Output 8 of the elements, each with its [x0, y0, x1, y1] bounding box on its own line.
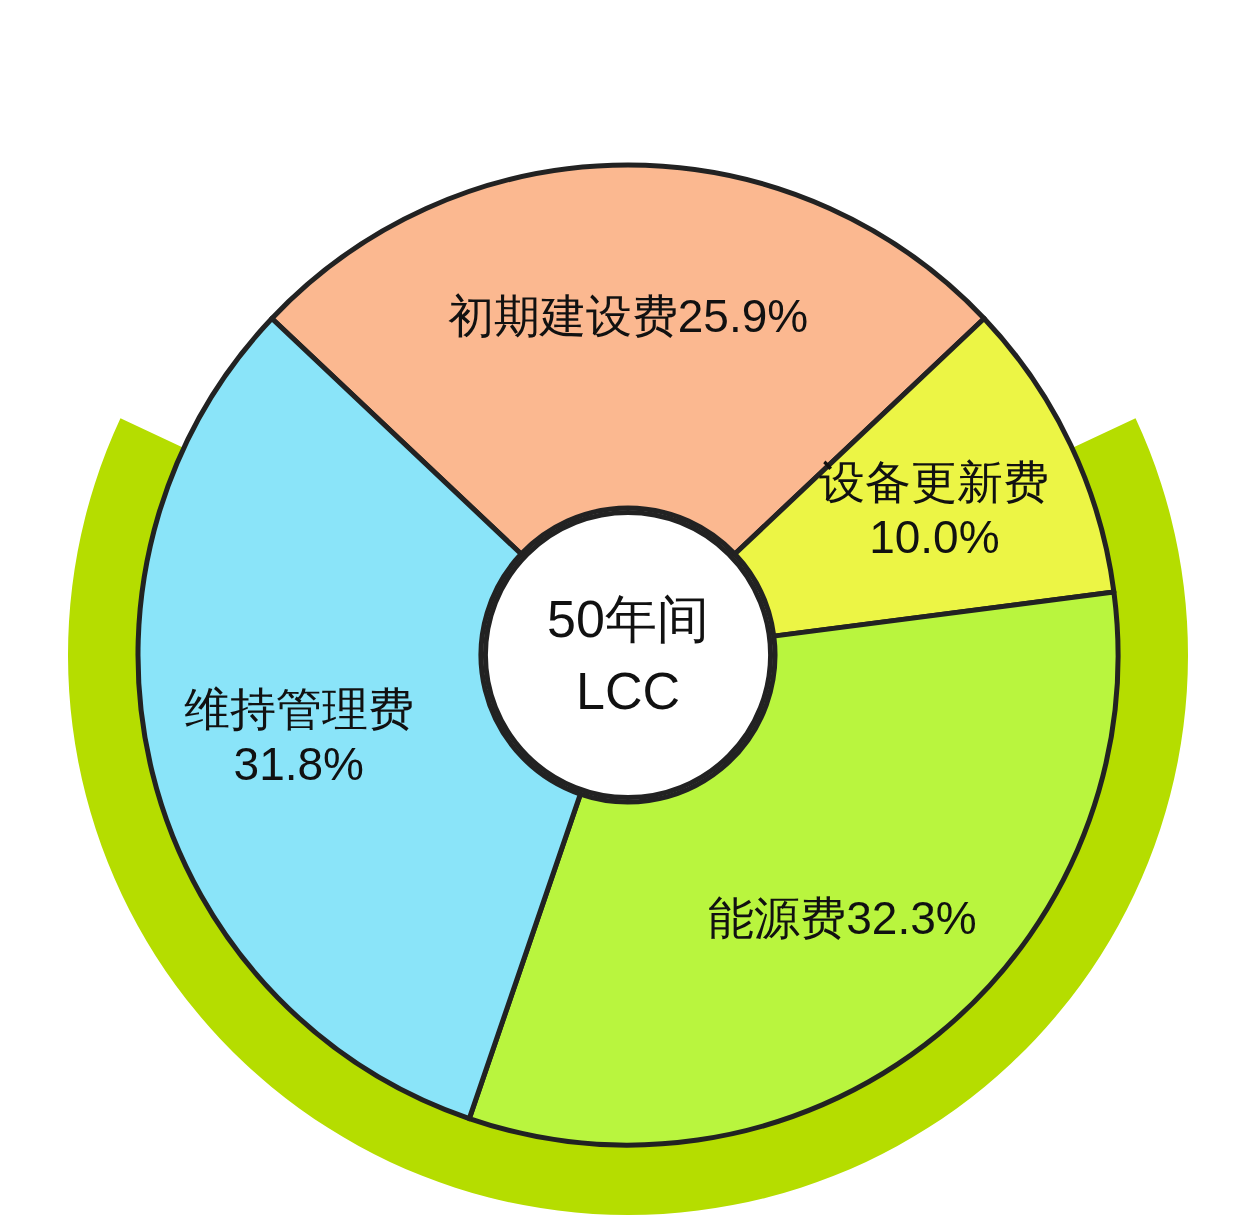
text: 50年间 [547, 590, 709, 648]
data-label: 10.0% [869, 511, 1000, 564]
slice-label: 维持管理费 [183, 682, 414, 735]
text: LCC [575, 662, 681, 720]
slice-label: 初期建设费25.9% [447, 289, 809, 342]
data-label: 31.8% [233, 737, 365, 790]
slice-label: 设备更新费 [819, 456, 1050, 509]
slice-label: 能源费32.3% [708, 891, 977, 944]
